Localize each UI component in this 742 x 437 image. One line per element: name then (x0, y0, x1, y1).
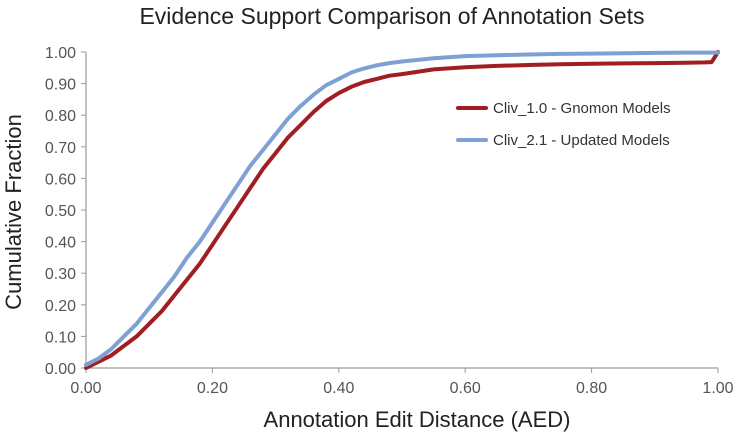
legend-label-2: Cliv_2.1 - Updated Models (493, 132, 670, 149)
y-tick-label: 0.90 (45, 77, 76, 94)
x-axis-label: Annotation Edit Distance (AED) (264, 407, 571, 432)
y-tick-label: 0.70 (45, 140, 76, 157)
y-tick-label: 0.10 (45, 329, 76, 346)
x-tick-label: 1.00 (702, 380, 733, 397)
x-tick-label: 0.80 (576, 380, 607, 397)
legend-label-1: Cliv_1.0 - Gnomon Models (493, 100, 671, 117)
series-line-1 (84, 50, 720, 370)
y-tick-label: 0.40 (45, 235, 76, 252)
y-tick-label: 1.00 (45, 45, 76, 62)
x-tick-label: 0.20 (197, 380, 228, 397)
y-tick-label: 0.00 (45, 361, 76, 378)
y-tick-label: 0.30 (45, 266, 76, 283)
series-line-2 (84, 50, 720, 367)
legend: Cliv_1.0 - Gnomon Models Cliv_2.1 - Updat… (456, 100, 671, 149)
x-tick-label: 0.00 (70, 380, 101, 397)
y-axis-label: Cumulative Fraction (1, 114, 26, 310)
y-tick-label: 0.20 (45, 298, 76, 315)
series-lines (84, 50, 720, 370)
chart-title: Evidence Support Comparison of Annotatio… (139, 3, 644, 29)
y-tick-label: 0.80 (45, 108, 76, 125)
y-tick-label: 0.60 (45, 171, 76, 188)
x-tick-label: 0.60 (450, 380, 481, 397)
tick-labels: 0.00 0.10 0.20 0.30 0.40 0.50 0.60 0.70 0.80 0.90… (45, 45, 734, 397)
y-tick-label: 0.50 (45, 203, 76, 220)
x-tick-label: 0.40 (323, 380, 354, 397)
